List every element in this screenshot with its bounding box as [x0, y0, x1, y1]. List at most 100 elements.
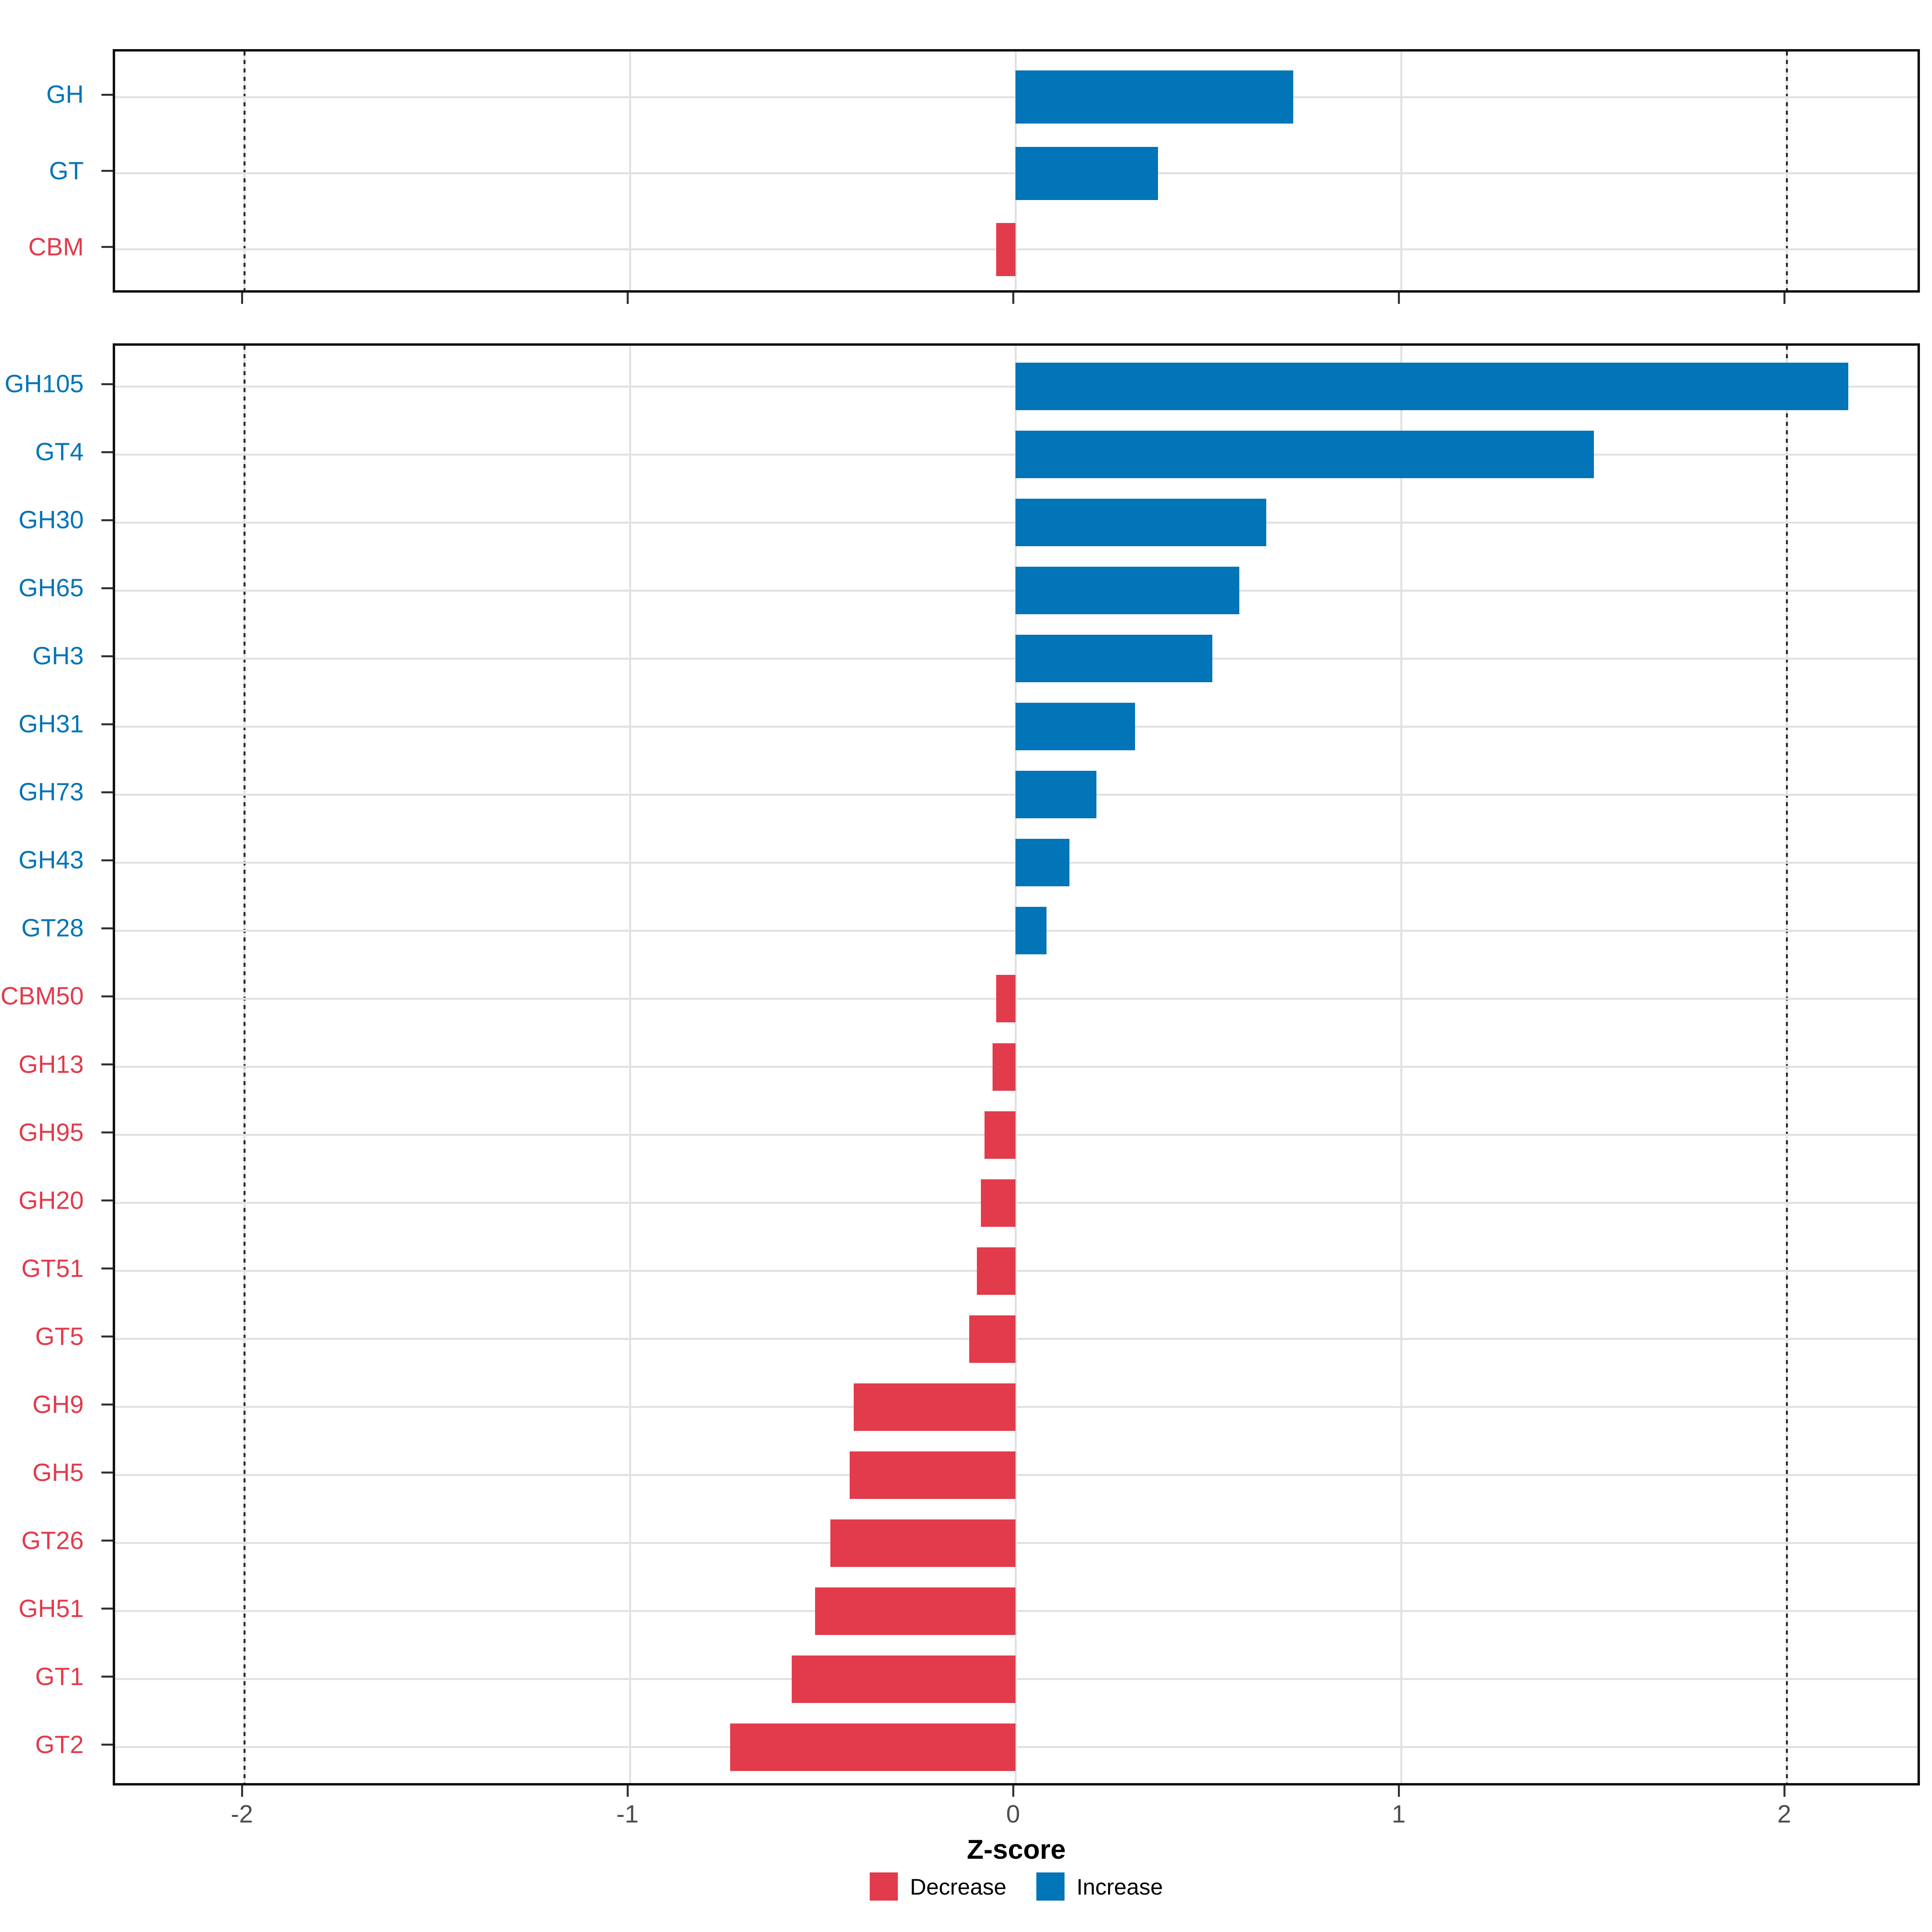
- y-tick: [101, 927, 113, 929]
- y-tick: [101, 1472, 113, 1474]
- bar-gt51: [977, 1247, 1016, 1295]
- x-tick: [1012, 1785, 1014, 1797]
- bar-gt4: [1016, 431, 1594, 479]
- y-axis-label-gt1: GT1: [35, 1663, 84, 1691]
- y-tick: [101, 791, 113, 793]
- bar-gt2: [730, 1723, 1016, 1771]
- x-tick: [626, 293, 629, 304]
- y-axis-label-gh3: GH3: [32, 642, 84, 670]
- horizontal-gridline: [115, 1542, 1918, 1544]
- horizontal-gridline: [115, 1678, 1918, 1680]
- bar-gt28: [1016, 907, 1046, 955]
- y-tick: [101, 1267, 113, 1270]
- horizontal-gridline: [115, 997, 1918, 1000]
- vertical-gridline: [1400, 346, 1402, 1783]
- bar-gh9: [853, 1383, 1016, 1431]
- x-tick-label: -1: [616, 1800, 639, 1828]
- legend-label-decrease: Decrease: [910, 1874, 1007, 1899]
- bar-gh3: [1016, 635, 1212, 683]
- y-axis-label-gh9: GH9: [32, 1391, 84, 1419]
- y-axis-label-gt5: GT5: [35, 1323, 84, 1351]
- y-axis-label-gh30: GH30: [19, 506, 84, 534]
- x-tick: [1783, 293, 1785, 304]
- y-axis-label-gt51: GT51: [21, 1255, 84, 1283]
- legend-item-increase: Increase: [1036, 1872, 1163, 1901]
- horizontal-gridline: [115, 1610, 1918, 1612]
- horizontal-gridline: [115, 1134, 1918, 1136]
- bar-gh30: [1016, 499, 1266, 547]
- x-tick: [1397, 1785, 1400, 1797]
- reference-line: [1785, 346, 1788, 1783]
- legend-swatch-decrease: [869, 1872, 898, 1901]
- y-tick: [101, 170, 113, 172]
- y-tick: [101, 995, 113, 997]
- bar-gh65: [1016, 567, 1239, 615]
- y-tick: [101, 1131, 113, 1133]
- y-axis-label-gh13: GH13: [19, 1051, 84, 1078]
- legend-item-decrease: Decrease: [869, 1872, 1007, 1901]
- y-axis-label-gt4: GT4: [35, 438, 84, 466]
- y-axis-label-gh20: GH20: [19, 1187, 84, 1215]
- vertical-gridline: [1400, 52, 1402, 290]
- y-tick: [101, 1199, 113, 1202]
- y-axis-label-gh43: GH43: [19, 846, 84, 874]
- y-axis-label-cbm50: CBM50: [0, 982, 84, 1010]
- y-axis-label-gt: GT: [49, 157, 84, 185]
- vertical-gridline: [1014, 346, 1017, 1783]
- bar-gt: [1016, 147, 1158, 200]
- reference-line: [243, 346, 246, 1783]
- x-tick: [1397, 293, 1400, 304]
- y-axis-label-gh5: GH5: [32, 1459, 84, 1487]
- bar-gh105: [1016, 363, 1849, 411]
- horizontal-gridline: [115, 1066, 1918, 1068]
- bar-gh31: [1016, 703, 1135, 751]
- families-panel: [113, 343, 1920, 1785]
- bar-gh43: [1016, 839, 1070, 887]
- y-tick: [101, 1063, 113, 1065]
- y-tick: [101, 1404, 113, 1406]
- bar-gh5: [850, 1451, 1016, 1499]
- bar-gt26: [830, 1519, 1016, 1567]
- bar-gh13: [992, 1043, 1016, 1091]
- y-tick: [101, 587, 113, 589]
- y-tick: [101, 1676, 113, 1678]
- y-tick: [101, 723, 113, 725]
- y-axis-label-gt26: GT26: [21, 1527, 84, 1555]
- y-tick: [101, 1335, 113, 1338]
- y-tick: [101, 383, 113, 385]
- y-axis-label-gh51: GH51: [19, 1595, 84, 1623]
- bar-cbm50: [996, 975, 1016, 1023]
- horizontal-gridline: [115, 1474, 1918, 1476]
- y-axis-label-gh31: GH31: [19, 710, 84, 738]
- x-tick: [241, 293, 243, 304]
- y-tick: [101, 1744, 113, 1746]
- y-tick: [101, 519, 113, 521]
- bar-gt1: [792, 1655, 1016, 1703]
- vertical-gridline: [629, 52, 631, 290]
- y-axis-label-gh65: GH65: [19, 574, 84, 602]
- reference-line: [243, 52, 246, 290]
- x-tick: [1012, 293, 1014, 304]
- x-tick: [626, 1785, 629, 1797]
- bar-gh51: [815, 1587, 1016, 1635]
- bar-gt5: [969, 1315, 1016, 1363]
- x-tick-label: 1: [1391, 1800, 1406, 1828]
- x-tick-label: -2: [231, 1800, 253, 1828]
- horizontal-gridline: [115, 1406, 1918, 1408]
- horizontal-gridline: [115, 248, 1918, 251]
- horizontal-gridline: [115, 1202, 1918, 1204]
- bar-gh20: [980, 1179, 1016, 1227]
- bar-gh95: [985, 1111, 1016, 1159]
- x-tick-label: 2: [1777, 1800, 1792, 1828]
- bar-cbm: [996, 223, 1016, 276]
- y-tick: [101, 1608, 113, 1610]
- y-axis-label-gh73: GH73: [19, 778, 84, 806]
- horizontal-gridline: [115, 1270, 1918, 1272]
- y-tick: [101, 655, 113, 657]
- vertical-gridline: [629, 346, 631, 1783]
- legend-swatch-increase: [1036, 1872, 1065, 1901]
- y-tick: [101, 451, 113, 453]
- y-axis-label-gh: GH: [46, 80, 84, 109]
- legend-label-increase: Increase: [1076, 1874, 1163, 1899]
